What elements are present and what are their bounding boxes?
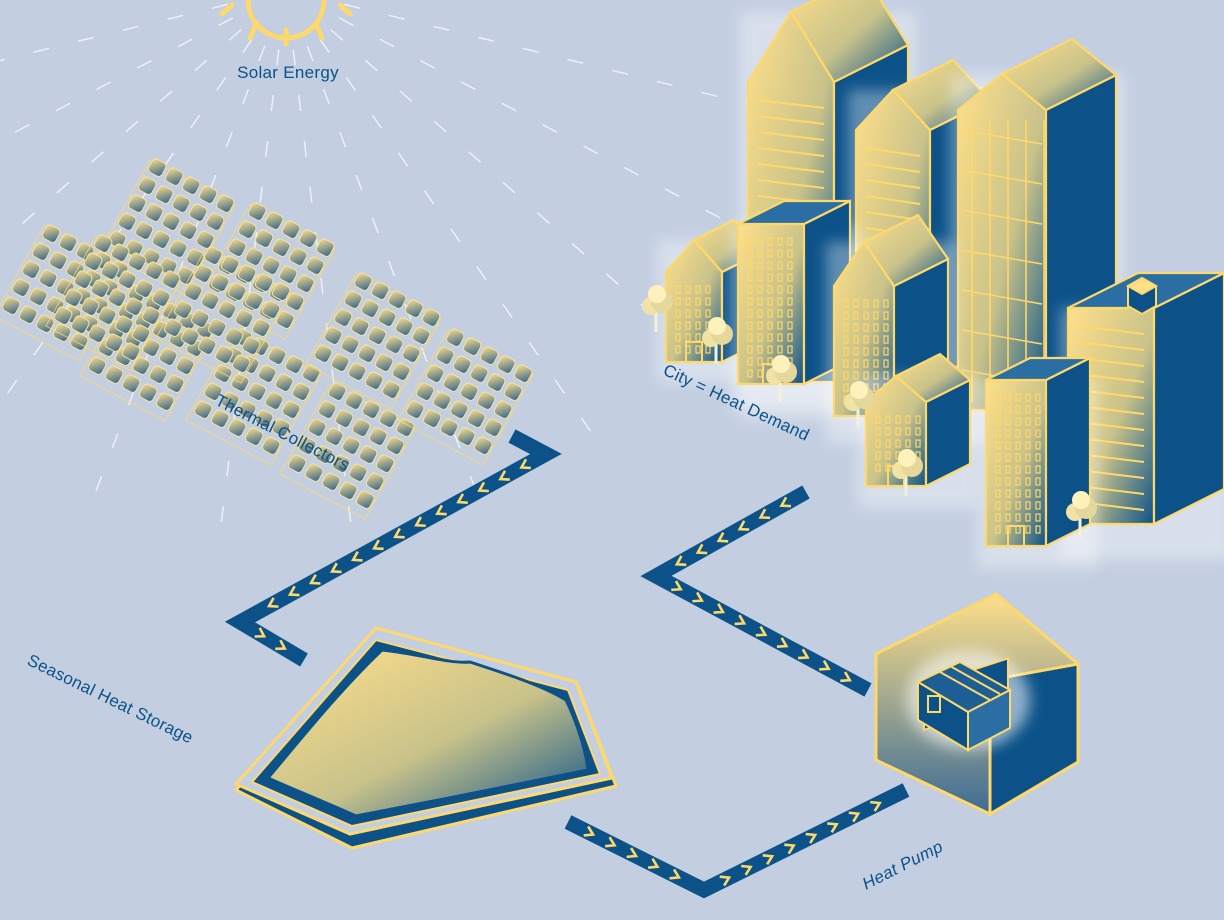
- heat-pump-label: Heat Pump: [859, 837, 946, 894]
- city-buildings: [642, 0, 1224, 568]
- seasonal-heat-storage: [233, 626, 619, 850]
- thermal-collectors: [0, 158, 534, 520]
- pipes: [224, 429, 910, 899]
- heat-pump: [874, 592, 1080, 817]
- sun-icon: [219, 0, 353, 47]
- solar-energy-label: Solar Energy: [237, 63, 339, 82]
- heat-pump-machine-icon: [915, 657, 1013, 752]
- seasonal-heat-storage-label: Seasonal Heat Storage: [24, 651, 196, 748]
